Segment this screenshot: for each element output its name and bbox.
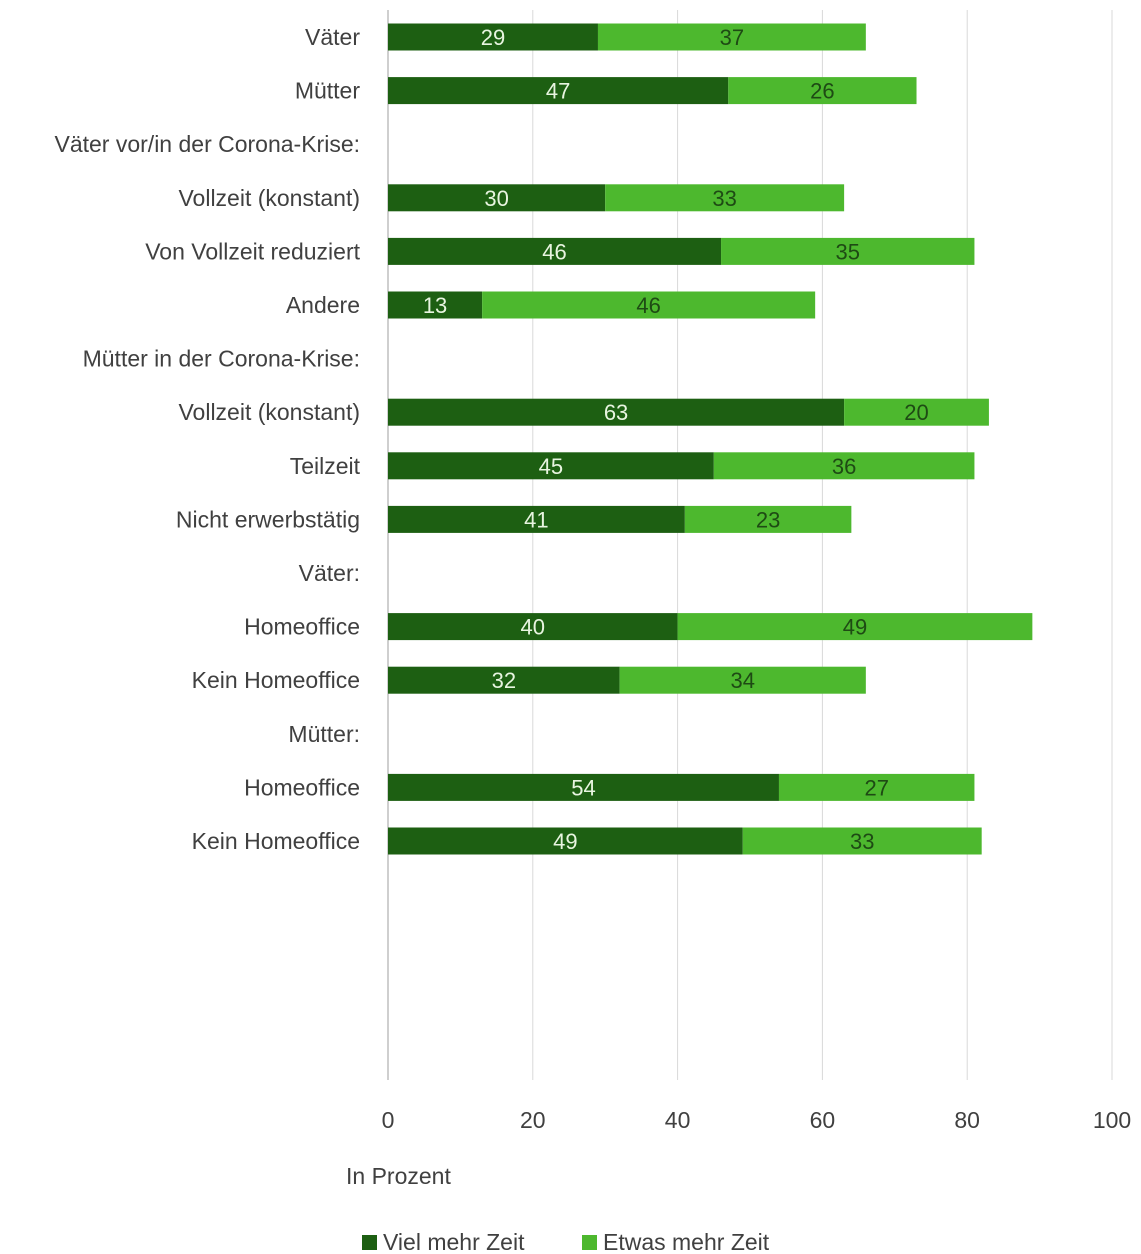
category-label: Nicht erwerbstätig [176, 506, 360, 532]
x-tick-label: 40 [665, 1107, 691, 1133]
bar-value-label: 49 [553, 829, 577, 854]
bar-value-label: 35 [835, 239, 859, 264]
legend-swatch [362, 1235, 377, 1250]
bar-value-label: 47 [546, 79, 570, 104]
category-label: Vollzeit (konstant) [178, 399, 360, 425]
bar-segment [605, 184, 845, 212]
bar-segment [597, 23, 866, 51]
x-tick-label: 100 [1093, 1107, 1131, 1133]
bar-value-label: 33 [712, 186, 736, 211]
bar-value-label: 36 [832, 454, 856, 479]
bar-segment [388, 184, 606, 212]
bar-segment [388, 773, 779, 801]
bar-value-label: 13 [423, 293, 447, 318]
bar-segment [619, 666, 866, 694]
x-tick-label: 20 [520, 1107, 546, 1133]
category-label: Kein Homeoffice [192, 667, 360, 693]
legend-swatch [582, 1235, 597, 1250]
bar-segment [388, 452, 714, 480]
bar-segment [388, 505, 685, 533]
category-labels: Väter Mütter Väter vor/in der Corona-Krise… [54, 24, 360, 854]
x-axis-title: In Prozent [346, 1163, 451, 1189]
legend-entry: Viel mehr Zeit [383, 1229, 525, 1254]
legend-entry: Etwas mehr Zeit [603, 1229, 770, 1254]
category-label: Kein Homeoffice [192, 828, 360, 854]
x-axis-ticks: 0 20 40 60 80 100 [382, 1107, 1132, 1133]
bar-value-label: 32 [492, 668, 516, 693]
bar-segment [388, 23, 598, 51]
bar-segment [677, 613, 1033, 641]
category-label: Väter: [299, 560, 360, 586]
bar-value-label: 45 [539, 454, 563, 479]
category-label: Andere [286, 292, 360, 318]
x-tick-label: 0 [382, 1107, 395, 1133]
category-label: Von Vollzeit reduziert [145, 238, 360, 264]
bar-segment [388, 398, 845, 426]
bar-segment [388, 237, 722, 265]
bar-value-label: 27 [864, 775, 888, 800]
category-label: Väter vor/in der Corona-Krise: [54, 131, 360, 157]
bar-segment [728, 77, 917, 105]
category-label: Vollzeit (konstant) [178, 185, 360, 211]
x-tick-label: 80 [954, 1107, 980, 1133]
bar-value-label: 49 [843, 615, 867, 640]
bar-value-label: 23 [756, 507, 780, 532]
bar-value-label: 33 [850, 829, 874, 854]
bar-segment [388, 291, 483, 319]
bar-segment [388, 613, 678, 641]
bar-segment [778, 773, 975, 801]
bar-value-label: 29 [481, 25, 505, 50]
grid-lines [387, 10, 1113, 1080]
bar-value-label: 46 [636, 293, 660, 318]
bar-segment [388, 827, 743, 855]
bar-value-label: 26 [810, 79, 834, 104]
bar-value-label: 20 [904, 400, 928, 425]
category-label: Mütter in der Corona-Krise: [83, 346, 360, 372]
category-label: Homeoffice [244, 614, 360, 640]
category-label: Mütter [295, 78, 361, 104]
bar-value-label: 34 [731, 668, 755, 693]
x-tick-label: 60 [810, 1107, 836, 1133]
bar-value-label: 41 [524, 507, 548, 532]
bar-segment [844, 398, 989, 426]
bar-value-label: 40 [521, 615, 545, 640]
bar-segment [388, 77, 729, 105]
bar-segment [742, 827, 982, 855]
legend: Viel mehr Zeit Etwas mehr Zeit [362, 1229, 770, 1254]
bar-segment [684, 505, 852, 533]
bars: 29 37 47 26 30 33 46 35 13 46 63 20 45 36 41 23 40 49 32 34… [388, 23, 1033, 855]
bar-segment [721, 237, 975, 265]
bar-value-label: 37 [720, 25, 744, 50]
bar-segment [482, 291, 816, 319]
bar-value-label: 30 [484, 186, 508, 211]
bar-segment [388, 666, 620, 694]
category-label: Väter [305, 24, 360, 50]
bar-value-label: 46 [542, 239, 566, 264]
bar-segment [713, 452, 975, 480]
category-label: Homeoffice [244, 774, 360, 800]
bar-value-label: 63 [604, 400, 628, 425]
bar-value-label: 54 [571, 775, 595, 800]
category-label: Mütter: [288, 721, 360, 747]
category-label: Teilzeit [290, 453, 361, 479]
